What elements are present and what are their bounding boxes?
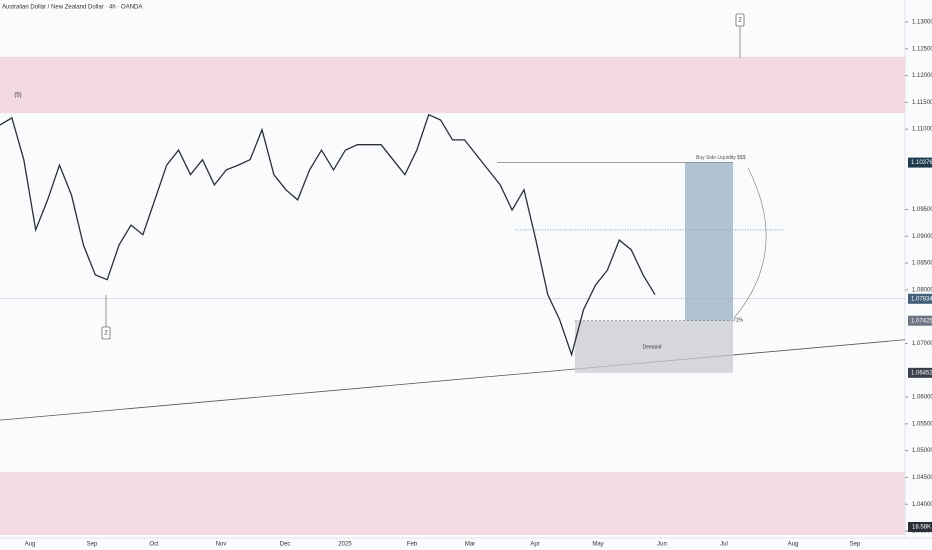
price-tag xyxy=(908,293,932,304)
y-tick-label: 1.04000 xyxy=(912,502,932,508)
price-tag-label: 1.07834 xyxy=(911,296,932,302)
y-tick-label: 1.09000 xyxy=(912,234,932,240)
price-tag-label: 1.10376 xyxy=(911,160,932,166)
x-tick-label: Mar xyxy=(465,542,475,548)
price-line-series xyxy=(0,113,656,357)
box xyxy=(735,13,745,27)
y-tick-label: 1.11000 xyxy=(912,127,932,133)
box-label: 2 xyxy=(104,331,108,337)
trendline xyxy=(0,339,906,421)
x-tick-label: Nov xyxy=(216,542,227,548)
x-tick-label: Feb xyxy=(407,542,418,548)
volume-tag-label: 18.58K xyxy=(912,525,931,531)
x-tick-label: Oct xyxy=(149,542,159,548)
wave-label: (5) xyxy=(14,93,21,99)
arrow-curve xyxy=(734,167,767,317)
y-tick-label: 1.08500 xyxy=(912,261,932,267)
demand-label: Demand xyxy=(643,344,662,350)
x-tick-label: May xyxy=(592,542,603,548)
chart-title: Australian Dollar / New Zealand Dollar ·… xyxy=(2,5,142,11)
y-tick-label: 1.04500 xyxy=(912,475,932,481)
x-tick-label: Sep xyxy=(87,542,98,548)
percent-label: 71% xyxy=(733,317,744,323)
y-tick-label: 1.13000 xyxy=(912,20,932,26)
x-tick-label: Jun xyxy=(657,542,667,548)
supply-zone xyxy=(0,56,905,114)
box xyxy=(101,326,111,340)
price-tag xyxy=(908,367,932,378)
volume-zone xyxy=(0,472,905,535)
price-tag-label: 1.06452 xyxy=(911,370,932,376)
profit-zone xyxy=(685,162,733,321)
y-tick-label: 1.07000 xyxy=(912,341,932,347)
x-tick-label: Dec xyxy=(280,542,291,548)
x-tick-label: Aug xyxy=(788,542,799,548)
price-tag-label: 1.07425 xyxy=(911,318,932,324)
demand-zone xyxy=(575,320,733,373)
y-tick-label: 1.06000 xyxy=(912,395,932,401)
box-label: 2 xyxy=(738,18,742,24)
price-tag xyxy=(908,157,932,168)
price-tag xyxy=(908,315,932,326)
y-tick-label: 1.05500 xyxy=(912,421,932,427)
y-tick-label: 1.05000 xyxy=(912,448,932,454)
volume-tag xyxy=(908,522,932,532)
y-tick-label: 1.09500 xyxy=(912,207,932,213)
x-tick-label: Jul xyxy=(720,542,728,548)
x-tick-label: 2025 xyxy=(338,542,352,548)
x-tick-label: Aug xyxy=(25,542,36,548)
x-tick-label: Apr xyxy=(530,542,539,548)
liquidity-label: Buy Side Liquidity $$$ xyxy=(696,155,746,161)
y-tick-label: 1.11500 xyxy=(912,100,932,106)
y-tick-label: 1.08000 xyxy=(912,287,932,293)
y-tick-label: 1.12000 xyxy=(912,73,932,79)
y-tick-label: 1.12500 xyxy=(912,46,932,52)
x-tick-label: Sep xyxy=(850,542,861,548)
